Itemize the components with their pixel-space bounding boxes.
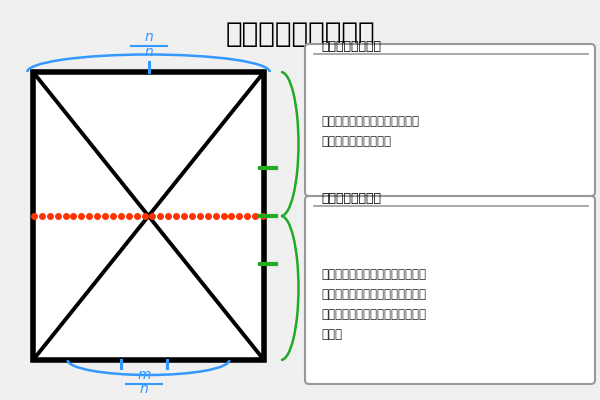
Text: 計算で求める場合: 計算で求める場合 bbox=[321, 40, 381, 53]
Text: m: m bbox=[137, 368, 151, 382]
FancyBboxPatch shape bbox=[305, 196, 595, 384]
Text: (n+m): (n+m) bbox=[306, 120, 346, 133]
Text: n: n bbox=[144, 30, 153, 44]
Text: 対角線分割法の公式: 対角線分割法の公式 bbox=[225, 20, 375, 48]
Text: m: m bbox=[306, 293, 320, 307]
Bar bbox=[33, 72, 264, 360]
Text: n: n bbox=[140, 382, 148, 396]
Text: n: n bbox=[306, 101, 315, 115]
Text: 長さではなく分割数として捉えて
任意の分割数の目盛りで対角線を
作図すれば交点として奥行きが求
まる。: 長さではなく分割数として捉えて 任意の分割数の目盛りで対角線を 作図すれば交点と… bbox=[321, 268, 426, 341]
Text: 作図で求める場合: 作図で求める場合 bbox=[321, 192, 381, 205]
Text: n: n bbox=[144, 45, 153, 59]
FancyBboxPatch shape bbox=[305, 44, 595, 196]
Text: (n+m): (n+m) bbox=[306, 312, 346, 325]
Text: 各辺の長さが分かっているなら
奥行きを算出できる。: 各辺の長さが分かっているなら 奥行きを算出できる。 bbox=[321, 115, 419, 148]
